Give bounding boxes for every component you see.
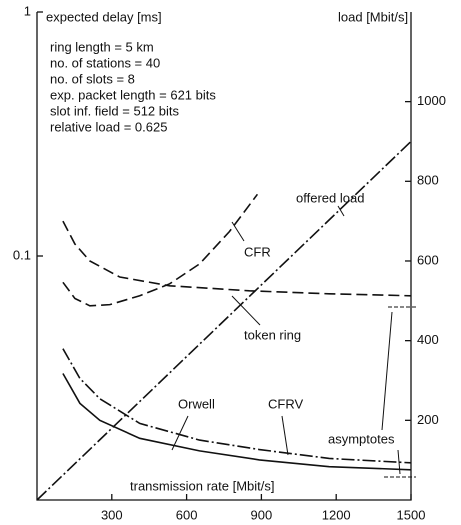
series-line: [62, 193, 259, 307]
y2-axis-label: load [Mbit/s]: [338, 9, 408, 24]
series-line: [62, 348, 412, 464]
asymptote-label: asymptotes: [328, 431, 395, 446]
x-tick-label: 900: [251, 507, 273, 522]
series-line: [62, 220, 412, 297]
series-line: [36, 140, 412, 501]
y2-tick-label: 400: [417, 332, 439, 347]
annotation: exp. packet length = 621 bits: [50, 87, 216, 102]
annotation: no. of stations = 40: [50, 55, 160, 70]
annotation: relative load = 0.625: [50, 119, 167, 134]
annotation: slot inf. field = 512 bits: [50, 103, 179, 118]
x-axis-label: transmission rate [Mbit/s]: [130, 478, 275, 493]
y2-tick-label: 800: [417, 173, 439, 188]
x-tick-label: 1500: [397, 507, 426, 522]
leader-lines: [171, 205, 418, 478]
y-axis-label: expected delay [ms]: [46, 9, 162, 24]
x-tick-label: 300: [101, 507, 123, 522]
series-label: Orwell: [178, 396, 215, 411]
annotation: no. of slots = 8: [50, 71, 135, 86]
series-label: CFRV: [268, 396, 303, 411]
y2-tick-label: 200: [417, 412, 439, 427]
series-label: token ring: [244, 327, 301, 342]
x-tick-label: 600: [176, 507, 198, 522]
series-label: CFR: [244, 244, 271, 259]
y-tick-label: 1: [24, 3, 31, 18]
y2-tick-label: 1000: [417, 93, 446, 108]
y-tick-label: 0.1: [13, 247, 31, 262]
annotation: ring length = 5 km: [50, 39, 154, 54]
x-tick-label: 1200: [322, 507, 351, 522]
y2-tick-label: 600: [417, 252, 439, 267]
series-label: offered load: [296, 190, 364, 205]
series-line: [62, 373, 412, 471]
